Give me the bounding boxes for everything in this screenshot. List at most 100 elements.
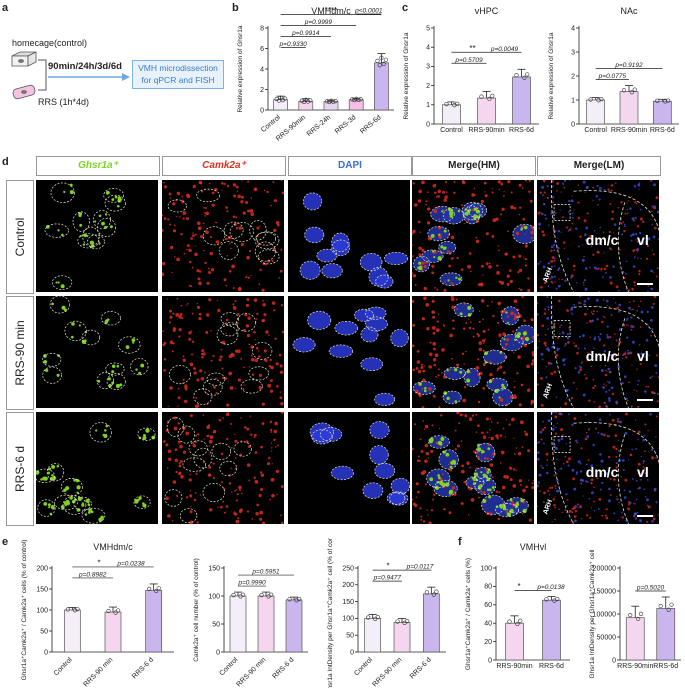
lm-puncta <box>606 325 609 328</box>
camk2a-puncta <box>169 197 172 199</box>
lm-puncta <box>556 489 560 493</box>
lm-puncta <box>555 287 558 290</box>
lm-puncta <box>540 438 543 441</box>
lm-puncta <box>632 219 636 222</box>
camk2a-puncta <box>499 398 504 402</box>
cell-outline <box>219 460 238 477</box>
camk2a-puncta <box>462 180 466 185</box>
camk2a-puncta <box>166 467 169 469</box>
camk2a-puncta <box>278 353 282 357</box>
lm-puncta <box>626 212 629 214</box>
lm-puncta <box>616 487 619 490</box>
camk2a-puncta <box>281 330 284 334</box>
camk2a-puncta <box>174 458 178 462</box>
lm-puncta <box>566 333 569 336</box>
cell-outline <box>72 211 90 232</box>
lm-puncta <box>542 442 545 445</box>
micrograph-background <box>162 412 284 524</box>
ghsr1a-puncta <box>50 505 55 510</box>
camk2a-puncta <box>247 445 251 449</box>
camk2a-puncta <box>470 489 473 491</box>
panel-letter-a: a <box>2 2 9 14</box>
lm-puncta <box>574 509 578 513</box>
lm-puncta <box>570 307 574 311</box>
ghsr1a-puncta <box>111 198 115 202</box>
x-tick-label: RRS-6d <box>539 663 564 670</box>
lm-puncta <box>583 219 587 223</box>
y-tick-label: 200000 <box>593 565 616 572</box>
camk2a-puncta <box>521 296 524 298</box>
ghsr1a-puncta <box>61 233 64 237</box>
camk2a-puncta <box>473 450 476 454</box>
cell-outline <box>492 388 514 407</box>
readout-line2: for qPCR and FISH <box>141 75 215 85</box>
comparison-label: p=0.9477 <box>373 575 402 582</box>
camk2a-puncta <box>431 299 435 303</box>
lm-puncta <box>567 211 570 213</box>
camk2a-puncta <box>448 264 452 268</box>
cell-outline <box>495 503 520 518</box>
lm-puncta <box>636 225 640 228</box>
camk2a-puncta <box>499 365 503 369</box>
camk2a-puncta <box>440 233 442 235</box>
cell-outline <box>390 329 409 348</box>
lm-puncta <box>656 210 659 214</box>
lm-puncta <box>613 297 615 300</box>
camk2a-puncta <box>163 217 167 220</box>
ghsr1a-puncta <box>466 369 470 374</box>
bar-1 <box>656 608 676 661</box>
lm-puncta <box>586 360 588 362</box>
lm-puncta <box>560 324 563 327</box>
camk2a-puncta <box>220 230 223 232</box>
camk2a-puncta <box>441 395 444 398</box>
camk2a-puncta <box>432 498 435 501</box>
camk2a-puncta <box>183 252 186 255</box>
camk2a-puncta <box>525 485 528 489</box>
camk2a-puncta <box>199 369 203 373</box>
camk2a-puncta <box>184 384 188 388</box>
camk2a-puncta <box>438 218 441 221</box>
lm-puncta <box>557 284 561 288</box>
lm-puncta <box>637 462 641 466</box>
micrograph-r0-c1 <box>162 180 284 292</box>
camk2a-puncta <box>449 333 453 338</box>
lm-puncta <box>596 355 599 357</box>
lm-puncta <box>623 496 627 499</box>
camk2a-puncta <box>189 260 192 264</box>
ghsr1a-puncta <box>428 439 434 444</box>
lm-puncta <box>583 312 587 316</box>
lm-puncta <box>652 235 656 239</box>
cell-outline <box>365 316 388 332</box>
data-point <box>490 93 495 98</box>
lm-puncta <box>629 453 633 457</box>
camk2a-puncta <box>468 417 473 421</box>
camk2a-puncta <box>235 227 239 230</box>
camk2a-puncta <box>226 322 229 325</box>
camk2a-puncta <box>186 248 188 251</box>
camk2a-puncta <box>509 395 513 399</box>
camk2a-puncta <box>514 453 516 455</box>
camk2a-puncta <box>167 449 172 454</box>
camk2a-puncta <box>454 448 457 451</box>
panel-letter-c: c <box>402 2 409 14</box>
data-point <box>518 618 523 623</box>
camk2a-puncta <box>503 191 505 193</box>
camk2a-puncta <box>422 470 427 474</box>
lm-puncta <box>617 519 619 522</box>
lm-puncta <box>628 502 631 506</box>
lm-puncta <box>567 341 570 344</box>
camk2a-puncta <box>426 326 430 331</box>
camk2a-puncta <box>250 357 255 362</box>
camk2a-puncta <box>422 420 425 422</box>
column-header-3: Merge(HM) <box>412 156 536 176</box>
lm-puncta <box>568 457 571 461</box>
lm-puncta <box>566 309 569 312</box>
lm-puncta <box>560 467 563 470</box>
camk2a-puncta <box>201 349 205 353</box>
camk2a-puncta <box>178 315 182 319</box>
cell-outline <box>137 427 156 441</box>
data-point <box>350 97 355 102</box>
camk2a-puncta <box>423 286 427 291</box>
lm-puncta <box>573 342 575 344</box>
camk2a-puncta <box>178 335 181 338</box>
